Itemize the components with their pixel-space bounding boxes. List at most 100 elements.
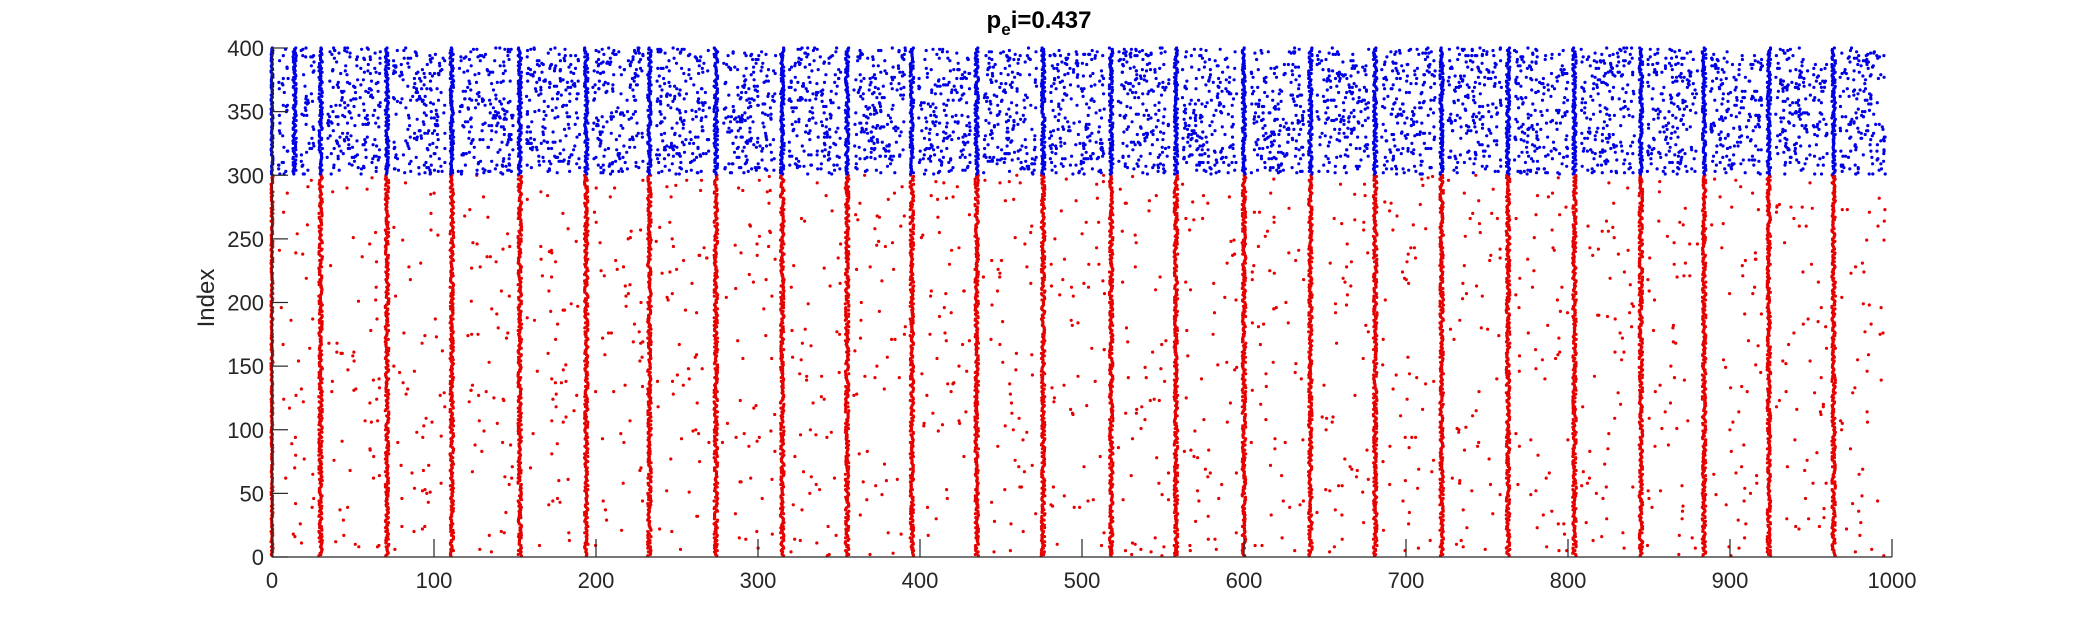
exc-spike bbox=[318, 409, 322, 413]
exc-spike bbox=[912, 284, 916, 288]
exc-spike bbox=[317, 215, 321, 219]
exc-spike bbox=[387, 297, 391, 301]
exc-spike bbox=[386, 178, 391, 182]
exc-spike bbox=[384, 350, 388, 354]
exc-spike bbox=[779, 432, 783, 436]
exc-spike bbox=[1307, 549, 1311, 553]
exc-spike bbox=[908, 398, 912, 403]
exc-spike bbox=[387, 328, 391, 333]
exc-spike bbox=[1240, 211, 1245, 215]
exc-spike bbox=[973, 196, 978, 200]
exc-spike bbox=[1307, 330, 1311, 334]
exc-spike bbox=[519, 482, 523, 487]
exc-spike bbox=[387, 542, 391, 546]
exc-spike bbox=[320, 303, 324, 307]
exc-spike bbox=[583, 243, 587, 247]
exc-spike bbox=[583, 201, 587, 205]
exc-spike bbox=[1176, 252, 1180, 256]
exc-spike bbox=[649, 331, 653, 335]
exc-spike bbox=[317, 400, 321, 404]
exc-spike bbox=[912, 174, 916, 179]
exc-spike bbox=[1108, 418, 1112, 422]
exc-spike bbox=[715, 222, 719, 226]
exc-spike bbox=[646, 529, 650, 534]
exc-spike bbox=[318, 321, 322, 325]
exc-spike bbox=[1175, 309, 1179, 313]
exc-spike bbox=[317, 354, 321, 358]
exc-spike bbox=[387, 452, 391, 456]
exc-spike bbox=[1040, 292, 1044, 296]
exc-spike bbox=[317, 529, 321, 534]
exc-spike bbox=[1039, 373, 1044, 377]
exc-spike bbox=[317, 437, 321, 441]
exc-spike bbox=[1042, 550, 1046, 554]
exc-spike bbox=[1243, 355, 1247, 359]
exc-spike bbox=[317, 536, 321, 540]
exc-spike bbox=[1111, 482, 1115, 487]
exc-spike bbox=[649, 433, 653, 437]
exc-spike bbox=[646, 502, 650, 506]
exc-spike bbox=[519, 428, 523, 432]
exc-spike bbox=[908, 334, 912, 338]
exc-spike bbox=[715, 518, 720, 522]
exc-spike bbox=[320, 416, 324, 420]
exc-spike bbox=[319, 442, 323, 446]
exc-spike bbox=[317, 224, 321, 228]
exc-spike bbox=[320, 407, 324, 411]
exc-spike bbox=[847, 237, 851, 241]
exc-spike bbox=[1310, 314, 1314, 319]
exc-spike bbox=[386, 471, 390, 475]
exc-spike bbox=[317, 467, 321, 471]
exc-spike bbox=[974, 543, 978, 548]
exc-spike bbox=[1111, 516, 1115, 520]
exc-spike bbox=[843, 339, 848, 343]
exc-spike bbox=[1111, 236, 1115, 240]
exc-spike bbox=[320, 377, 324, 381]
excitatory-spikes bbox=[269, 173, 1887, 558]
exc-spike bbox=[844, 384, 848, 389]
exc-spike bbox=[844, 549, 848, 553]
exc-spike bbox=[715, 363, 720, 367]
exc-spike bbox=[516, 499, 520, 503]
exc-spike bbox=[908, 536, 912, 540]
exc-spike bbox=[519, 174, 524, 179]
exc-spike bbox=[912, 223, 916, 227]
exc-spike bbox=[782, 348, 786, 352]
exc-spike bbox=[319, 466, 323, 470]
exc-spike bbox=[1243, 495, 1248, 499]
exc-spike bbox=[911, 209, 915, 213]
exc-spike bbox=[911, 495, 915, 499]
exc-spike bbox=[712, 499, 716, 503]
exc-spike bbox=[844, 306, 848, 310]
exc-spike bbox=[847, 312, 851, 316]
exc-spike bbox=[318, 540, 322, 544]
exc-spike bbox=[386, 307, 390, 311]
exc-spike bbox=[320, 410, 324, 414]
exc-spike bbox=[779, 290, 783, 294]
exc-spike bbox=[1175, 494, 1179, 498]
exc-spike bbox=[317, 428, 321, 432]
exc-spike bbox=[317, 266, 321, 270]
exc-spike bbox=[320, 320, 324, 324]
exc-spike bbox=[384, 393, 388, 397]
exc-spike bbox=[448, 285, 452, 289]
exc-spike bbox=[317, 440, 321, 445]
exc-spike bbox=[519, 237, 523, 241]
exc-spike bbox=[1176, 297, 1180, 301]
exc-spike bbox=[448, 407, 452, 411]
exc-spike bbox=[1241, 398, 1245, 403]
exc-spike bbox=[1111, 540, 1115, 544]
exc-spike bbox=[387, 346, 391, 350]
exc-spike bbox=[317, 211, 321, 215]
exc-spike bbox=[908, 228, 913, 232]
exc-spike bbox=[847, 320, 851, 324]
exc-spike bbox=[973, 202, 977, 207]
exc-spike bbox=[383, 325, 387, 329]
exc-spike bbox=[386, 429, 390, 433]
exc-spike bbox=[782, 429, 786, 433]
exc-spike bbox=[1107, 270, 1112, 274]
exc-spike bbox=[317, 432, 321, 436]
exc-spike bbox=[1172, 378, 1176, 382]
exc-spike bbox=[1111, 312, 1115, 316]
